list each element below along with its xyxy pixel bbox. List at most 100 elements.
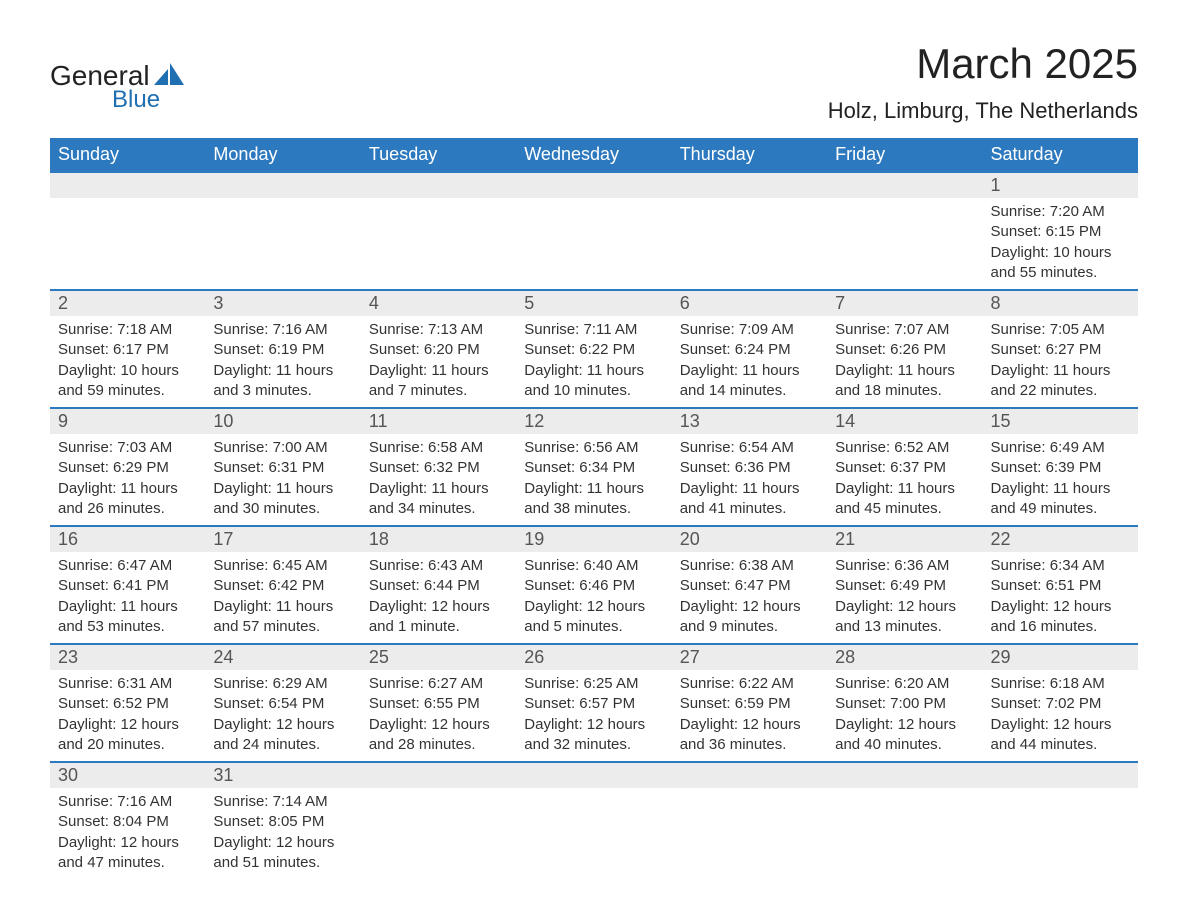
sunrise-text: Sunrise: 6:58 AM [369,438,508,458]
dl1-text: Daylight: 11 hours [524,479,663,499]
day-cell-body [205,198,360,290]
day-number: 6 [672,291,827,316]
day-cell-header: 25 [361,644,516,670]
day-cell-header: 15 [983,408,1138,434]
dl2-text: and 51 minutes. [213,853,352,873]
dl1-text: Daylight: 12 hours [835,715,974,735]
sunset-text: Sunset: 6:29 PM [58,458,197,478]
dl2-text: and 18 minutes. [835,381,974,401]
day-number: 14 [827,409,982,434]
day-cell-body: Sunrise: 7:03 AMSunset: 6:29 PMDaylight:… [50,434,205,526]
sunrise-text: Sunrise: 6:31 AM [58,674,197,694]
day-cell-body: Sunrise: 6:56 AMSunset: 6:34 PMDaylight:… [516,434,671,526]
day-cell-header [827,762,982,788]
day-number: 2 [50,291,205,316]
dl1-text: Daylight: 11 hours [369,361,508,381]
dl1-text: Daylight: 12 hours [835,597,974,617]
sunrise-text: Sunrise: 6:38 AM [680,556,819,576]
daynum-row: 1 [50,172,1138,198]
dl1-text: Daylight: 11 hours [524,361,663,381]
day-cell-header: 13 [672,408,827,434]
details-row: Sunrise: 7:18 AMSunset: 6:17 PMDaylight:… [50,316,1138,408]
day-number: 26 [516,645,671,670]
day-cell-body: Sunrise: 6:36 AMSunset: 6:49 PMDaylight:… [827,552,982,644]
day-cell-header [827,172,982,198]
day-cell-body: Sunrise: 6:47 AMSunset: 6:41 PMDaylight:… [50,552,205,644]
sunrise-text: Sunrise: 6:54 AM [680,438,819,458]
sunset-text: Sunset: 8:05 PM [213,812,352,832]
dl1-text: Daylight: 11 hours [58,479,197,499]
sunrise-text: Sunrise: 6:29 AM [213,674,352,694]
sunrise-text: Sunrise: 7:05 AM [991,320,1130,340]
day-number: 30 [50,763,205,788]
dl1-text: Daylight: 10 hours [991,243,1130,263]
day-cell-body: Sunrise: 6:52 AMSunset: 6:37 PMDaylight:… [827,434,982,526]
daynum-row: 9101112131415 [50,408,1138,434]
sunset-text: Sunset: 6:44 PM [369,576,508,596]
dl2-text: and 44 minutes. [991,735,1130,755]
sunrise-text: Sunrise: 6:25 AM [524,674,663,694]
day-number: 19 [516,527,671,552]
daynum-row: 16171819202122 [50,526,1138,552]
daynum-row: 23242526272829 [50,644,1138,670]
day-number: 3 [205,291,360,316]
dl2-text: and 40 minutes. [835,735,974,755]
dl2-text: and 3 minutes. [213,381,352,401]
dl1-text: Daylight: 12 hours [524,597,663,617]
sunrise-text: Sunrise: 6:43 AM [369,556,508,576]
dl1-text: Daylight: 11 hours [835,361,974,381]
dl1-text: Daylight: 12 hours [58,715,197,735]
day-cell-body: Sunrise: 6:49 AMSunset: 6:39 PMDaylight:… [983,434,1138,526]
day-cell-body [516,198,671,290]
dl1-text: Daylight: 12 hours [369,597,508,617]
day-cell-body: Sunrise: 7:11 AMSunset: 6:22 PMDaylight:… [516,316,671,408]
day-cell-body [827,788,982,879]
sunrise-text: Sunrise: 6:34 AM [991,556,1130,576]
day-cell-body: Sunrise: 6:43 AMSunset: 6:44 PMDaylight:… [361,552,516,644]
day-number: 20 [672,527,827,552]
day-cell-header: 3 [205,290,360,316]
dl1-text: Daylight: 11 hours [991,479,1130,499]
day-cell-header: 10 [205,408,360,434]
details-row: Sunrise: 7:16 AMSunset: 8:04 PMDaylight:… [50,788,1138,879]
day-cell-body: Sunrise: 6:20 AMSunset: 7:00 PMDaylight:… [827,670,982,762]
day-cell-header: 8 [983,290,1138,316]
day-cell-body: Sunrise: 7:05 AMSunset: 6:27 PMDaylight:… [983,316,1138,408]
day-cell-header [672,762,827,788]
day-cell-header [205,172,360,198]
sunrise-text: Sunrise: 6:36 AM [835,556,974,576]
day-number: 8 [983,291,1138,316]
dl1-text: Daylight: 12 hours [369,715,508,735]
details-row: Sunrise: 7:03 AMSunset: 6:29 PMDaylight:… [50,434,1138,526]
sunrise-text: Sunrise: 7:13 AM [369,320,508,340]
sunrise-text: Sunrise: 6:52 AM [835,438,974,458]
dl1-text: Daylight: 10 hours [58,361,197,381]
dl1-text: Daylight: 11 hours [835,479,974,499]
day-cell-header: 14 [827,408,982,434]
dl2-text: and 7 minutes. [369,381,508,401]
dl1-text: Daylight: 11 hours [369,479,508,499]
brand-line2: Blue [112,86,184,114]
day-cell-header: 29 [983,644,1138,670]
day-number: 27 [672,645,827,670]
day-cell-body: Sunrise: 6:38 AMSunset: 6:47 PMDaylight:… [672,552,827,644]
sunset-text: Sunset: 6:46 PM [524,576,663,596]
day-cell-header: 17 [205,526,360,552]
dl2-text: and 22 minutes. [991,381,1130,401]
sunrise-text: Sunrise: 7:09 AM [680,320,819,340]
day-cell-body [516,788,671,879]
day-cell-header: 16 [50,526,205,552]
day-cell-header: 20 [672,526,827,552]
dl1-text: Daylight: 12 hours [213,715,352,735]
dl1-text: Daylight: 12 hours [524,715,663,735]
day-cell-header [516,762,671,788]
dl1-text: Daylight: 12 hours [213,833,352,853]
dl2-text: and 28 minutes. [369,735,508,755]
dl2-text: and 10 minutes. [524,381,663,401]
day-cell-body: Sunrise: 6:25 AMSunset: 6:57 PMDaylight:… [516,670,671,762]
dl2-text: and 55 minutes. [991,263,1130,283]
day-cell-body: Sunrise: 7:18 AMSunset: 6:17 PMDaylight:… [50,316,205,408]
day-cell-header: 27 [672,644,827,670]
sunset-text: Sunset: 6:39 PM [991,458,1130,478]
sunrise-text: Sunrise: 7:18 AM [58,320,197,340]
